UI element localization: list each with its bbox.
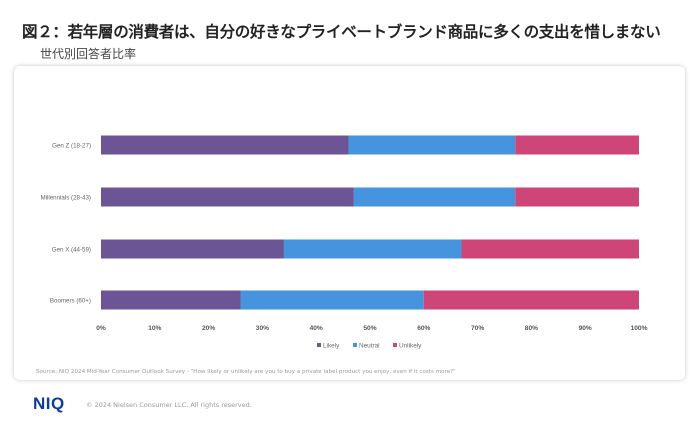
x-tick-label: 80% xyxy=(525,325,538,332)
legend-swatch xyxy=(353,343,357,347)
legend-swatch xyxy=(317,343,321,347)
footer: NIQ © 2024 Nielsen Consumer LLC. All rig… xyxy=(0,392,700,423)
legend-label: Unlikely xyxy=(399,343,422,350)
bar-segment-likely xyxy=(101,239,284,259)
niq-logo: NIQ xyxy=(33,394,65,413)
x-tick-label: 60% xyxy=(417,325,430,332)
source-note: Source: NIQ 2024 Mid-Year Consumer Outlo… xyxy=(36,369,456,375)
bar-segment-neutral xyxy=(283,239,462,259)
x-tick-label: 20% xyxy=(202,325,215,332)
bar-segment-neutral xyxy=(240,290,424,310)
copyright-text: © 2024 Nielsen Consumer LLC. All rights … xyxy=(86,401,252,409)
x-tick-label: 90% xyxy=(579,325,592,332)
legend-swatch xyxy=(393,343,397,347)
x-tick-label: 0% xyxy=(96,325,106,332)
bar-segment-neutral xyxy=(353,187,516,207)
bar-segment-unlikely xyxy=(515,135,639,155)
bar-segment-unlikely xyxy=(423,290,639,310)
category-label: Boomers (60+) xyxy=(50,298,91,305)
category-label: Gen X (44-59) xyxy=(52,247,91,254)
bar-segment-likely xyxy=(101,187,354,207)
page-subtitle: 世代別回答者比率 xyxy=(40,47,137,61)
x-tick-label: 40% xyxy=(310,325,323,332)
x-tick-label: 30% xyxy=(256,325,269,332)
page-title: 図２：若年層の消費者は、自分の好きなプライベートブランド商品に多くの支出を惜しま… xyxy=(22,23,661,41)
x-tick-label: 50% xyxy=(363,325,376,332)
legend-label: Likely xyxy=(323,343,340,350)
category-label: Gen Z (18-27) xyxy=(52,143,91,150)
bar-segment-likely xyxy=(101,290,241,310)
legend-label: Neutral xyxy=(359,343,380,350)
bar-segment-neutral xyxy=(348,135,516,155)
bar-segment-unlikely xyxy=(461,239,639,259)
x-tick-label: 100% xyxy=(631,325,648,332)
stacked-bar-chart: Gen Z (18-27) Millennials (28-43) Gen X (4… xyxy=(40,135,648,350)
category-label: Millennials (28-43) xyxy=(40,195,91,202)
chart-card: Gen Z (18-27) Millennials (28-43) Gen X (4… xyxy=(14,66,685,380)
x-tick-label: 70% xyxy=(471,325,484,332)
bar-segment-unlikely xyxy=(515,187,639,207)
bar-segment-likely xyxy=(101,135,349,155)
x-tick-label: 10% xyxy=(148,325,161,332)
